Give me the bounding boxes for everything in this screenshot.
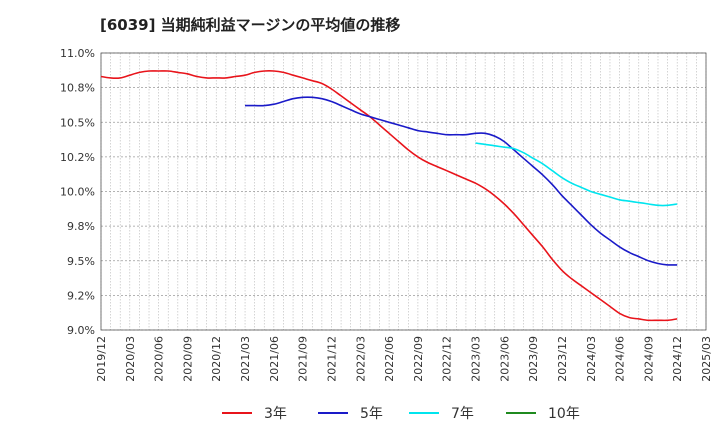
x-tick-label: 2020/09 xyxy=(181,336,194,382)
x-tick-label: 2024/03 xyxy=(585,336,598,382)
x-tick-label: 2021/06 xyxy=(268,336,281,382)
x-tick-label: 2020/03 xyxy=(124,336,137,382)
legend: 3年 5年 7年 10年 xyxy=(222,406,580,422)
x-tick-label: 2021/09 xyxy=(297,336,310,382)
x-tick-label: 2021/03 xyxy=(239,336,252,382)
x-tick-label: 2020/12 xyxy=(210,336,223,382)
x-tick-label: 2024/09 xyxy=(642,336,655,382)
x-tick-label: 2021/12 xyxy=(325,336,338,382)
series-line-2 xyxy=(475,142,678,207)
legend-label: 10年 xyxy=(548,406,580,422)
x-tick-label: 2024/12 xyxy=(671,336,684,382)
y-tick-label: 9.0% xyxy=(67,324,95,337)
x-tick-label: 2023/06 xyxy=(498,336,511,382)
grid-layer xyxy=(100,52,707,331)
x-tick-label: 2020/06 xyxy=(153,336,166,382)
chart-title: [6039] 当期純利益マージンの平均値の推移 xyxy=(100,16,401,34)
y-tick-label: 10.0% xyxy=(60,186,95,199)
y-tick-label: 9.8% xyxy=(67,220,95,233)
y-tick-label: 9.2% xyxy=(67,289,95,302)
plot-frame xyxy=(100,52,707,331)
x-tick-label: 2022/06 xyxy=(383,336,396,382)
x-tick-label: 2023/03 xyxy=(470,336,483,382)
series-layer xyxy=(100,70,678,322)
y-tick-label: 10.2% xyxy=(60,151,95,164)
x-tick-label: 2022/09 xyxy=(412,336,425,382)
series-line-0 xyxy=(100,70,678,322)
y-tick-label: 10.8% xyxy=(60,82,95,95)
legend-label: 5年 xyxy=(360,406,383,422)
legend-label: 3年 xyxy=(264,406,287,422)
x-tick-label: 2024/06 xyxy=(614,336,627,382)
x-tick-label: 2023/12 xyxy=(556,336,569,382)
y-tick-label: 10.5% xyxy=(60,116,95,129)
series-line-1 xyxy=(244,96,678,266)
x-tick-label: 2022/12 xyxy=(441,336,454,382)
x-tick-label: 2019/12 xyxy=(95,336,108,382)
axis-layer: 9.0% 9.2% 9.5% 9.8% 10.0% 10.2% 10.5% 10.8% 11.0… xyxy=(60,47,713,382)
x-tick-label: 2023/09 xyxy=(527,336,540,382)
y-tick-label: 11.0% xyxy=(60,47,95,60)
y-tick-label: 9.5% xyxy=(67,255,95,268)
x-tick-label: 2022/03 xyxy=(354,336,367,382)
legend-label: 7年 xyxy=(451,406,474,422)
x-tick-label: 2025/03 xyxy=(700,336,713,382)
